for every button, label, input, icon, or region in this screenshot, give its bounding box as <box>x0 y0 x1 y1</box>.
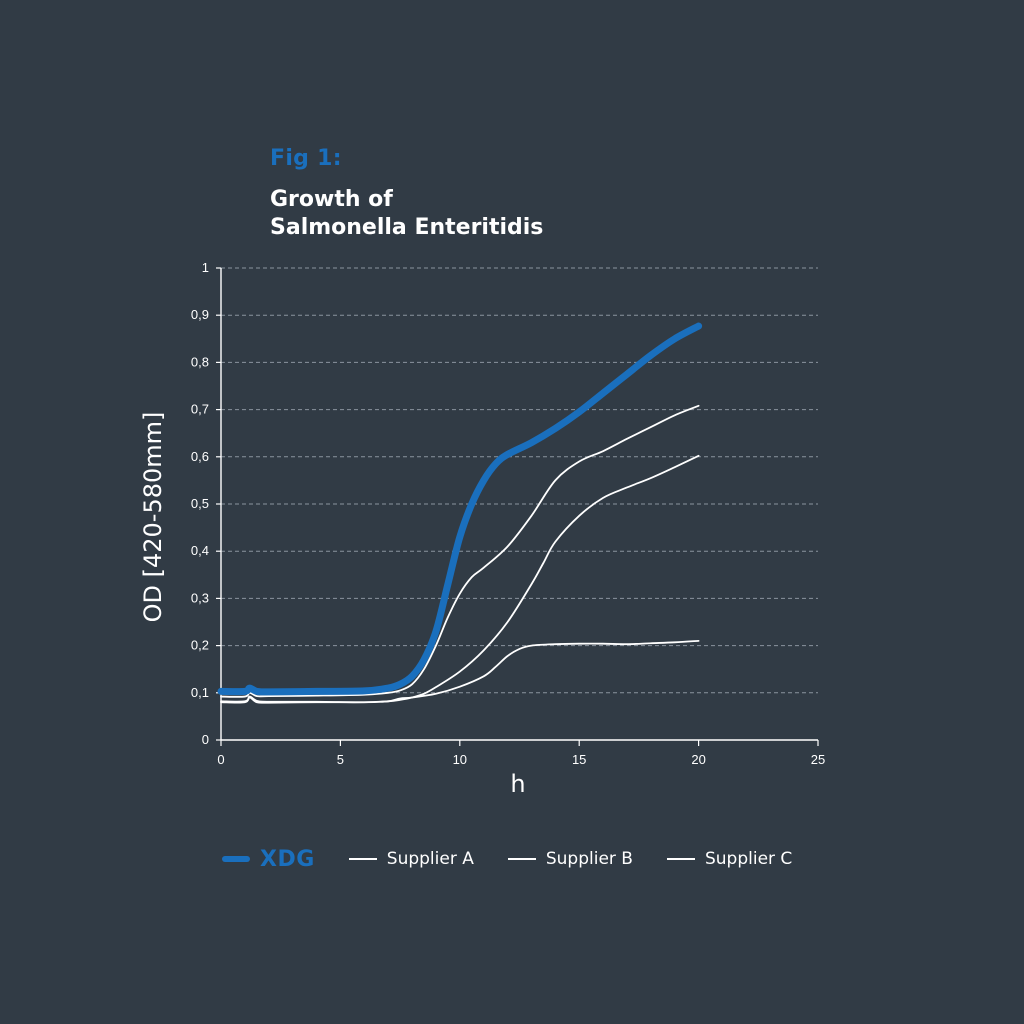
legend-label-xdg: XDG <box>260 846 315 872</box>
y-tick-label: 0,4 <box>191 543 209 558</box>
x-tick-label: 5 <box>337 752 344 767</box>
chart-title-line-1: Growth of <box>270 187 393 212</box>
legend-item-xdg: XDG <box>222 847 315 872</box>
y-tick-label: 0,5 <box>191 496 209 511</box>
y-axis-title: OD [420-580mm] <box>139 412 167 623</box>
y-tick-label: 0 <box>202 732 209 747</box>
chart-title-line-2: Salmonella Enteritidis <box>270 215 544 240</box>
series-line-supplier-a <box>220 404 700 698</box>
x-tick-label: 15 <box>572 752 586 767</box>
legend-label-supplier-b: Supplier B <box>545 849 633 869</box>
legend-item-supplier-c: Supplier C <box>666 849 793 869</box>
y-tick-label: 0,2 <box>191 638 209 653</box>
series-line-supplier-b <box>220 454 700 704</box>
x-tick-label: 0 <box>217 752 224 767</box>
y-tick-label: 0,9 <box>191 307 209 322</box>
legend-swatch-supplier-b <box>507 858 536 860</box>
legend-swatch-supplier-a <box>348 858 377 860</box>
y-tick-label: 1 <box>202 260 209 275</box>
chart-legend: XDG Supplier A Supplier B Supplier C <box>222 844 826 874</box>
series-line-xdg <box>217 322 703 696</box>
x-tick-label: 25 <box>811 752 825 767</box>
y-tick-label: 0,7 <box>191 402 209 417</box>
figure-label: Fig 1: <box>270 146 342 171</box>
x-tick-label: 20 <box>691 752 705 767</box>
axes: 00,10,20,30,40,50,60,70,80,910 5 10 15 20 25 <box>191 260 825 767</box>
y-tick-label: 0,8 <box>191 354 209 369</box>
y-tick-label: 0,3 <box>191 590 209 605</box>
y-tick-label: 0,1 <box>191 685 209 700</box>
legend-label-supplier-a: Supplier A <box>386 849 474 869</box>
chart-title: Growth of Salmonella Enteritidis <box>270 186 543 242</box>
legend-swatch-xdg <box>222 856 250 862</box>
series-line-supplier-c <box>220 639 700 704</box>
data-series <box>217 322 703 704</box>
legend-label-supplier-c: Supplier C <box>704 849 793 869</box>
y-tick-label: 0,6 <box>191 449 209 464</box>
legend-item-supplier-a: Supplier A <box>348 849 474 869</box>
x-tick-label: 10 <box>453 752 467 767</box>
legend-item-supplier-b: Supplier B <box>507 849 633 869</box>
grid-lines <box>221 267 818 694</box>
legend-swatch-supplier-c <box>666 858 695 860</box>
x-axis-title: h <box>510 770 525 798</box>
